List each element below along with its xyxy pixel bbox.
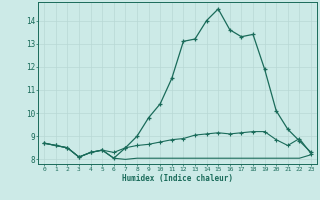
X-axis label: Humidex (Indice chaleur): Humidex (Indice chaleur) [122, 174, 233, 183]
